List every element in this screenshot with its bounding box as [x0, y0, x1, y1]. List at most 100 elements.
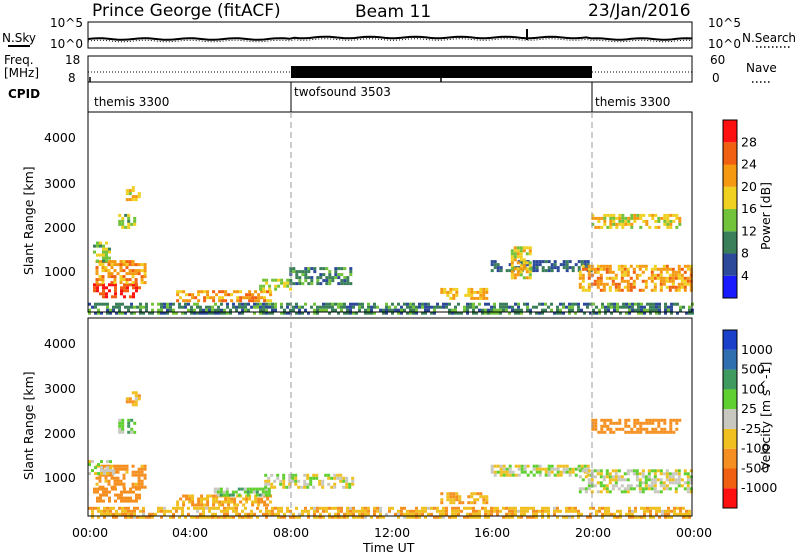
heatmap-cell — [668, 472, 672, 476]
heatmap-cell — [602, 267, 606, 271]
heatmap-cell — [631, 302, 634, 306]
heatmap-cell — [409, 308, 412, 312]
heatmap-cell — [236, 290, 240, 294]
heatmap-cell — [415, 311, 418, 315]
heatmap-cell — [370, 308, 373, 312]
heatmap-cell — [376, 305, 379, 309]
heatmap-cell — [328, 305, 331, 309]
heatmap-cell — [615, 421, 619, 425]
heatmap-cell — [279, 479, 283, 483]
heatmap-cell — [304, 506, 307, 510]
heatmap-cell — [620, 267, 624, 271]
heatmap-cell — [325, 305, 328, 309]
heatmap-cell — [439, 305, 442, 309]
heatmap-cell — [129, 496, 132, 500]
heatmap-cell — [553, 473, 557, 477]
heatmap-cell — [262, 512, 265, 516]
heatmap-cell — [403, 515, 406, 519]
heatmap-cell — [617, 282, 621, 286]
heatmap-cell — [636, 427, 640, 431]
heatmap-cell — [106, 466, 109, 470]
heatmap-cell — [430, 311, 433, 315]
heatmap-cell — [348, 485, 352, 489]
heatmap-cell — [334, 267, 338, 271]
heatmap-cell — [547, 464, 551, 468]
xtick-2: 08:00 — [273, 525, 309, 540]
heatmap-cell — [409, 512, 412, 516]
heatmap-cell — [467, 287, 471, 291]
heatmap-cell — [274, 302, 277, 306]
heatmap-cell — [415, 509, 418, 513]
heatmap-cell — [361, 305, 364, 309]
heatmap-cell — [421, 512, 424, 516]
heatmap-cell — [662, 481, 666, 485]
heatmap-cell — [295, 273, 299, 277]
velocity-colorbar-label: 25 — [741, 401, 757, 416]
heatmap-cell — [637, 515, 640, 519]
heatmap-cell — [517, 305, 520, 309]
heatmap-cell — [642, 219, 646, 223]
heatmap-cell — [172, 506, 175, 510]
heatmap-cell — [445, 305, 448, 309]
heatmap-cell — [625, 512, 628, 516]
heatmap-cell — [88, 302, 91, 306]
heatmap-cell — [184, 302, 187, 306]
heatmap-cell — [677, 484, 681, 488]
heatmap-cell — [418, 512, 421, 516]
heatmap-cell — [315, 473, 319, 477]
heatmap-cell — [143, 269, 147, 273]
heatmap-cell — [358, 302, 361, 306]
heatmap-cell — [129, 295, 132, 299]
heatmap-cell — [125, 400, 129, 404]
heatmap-cell — [446, 290, 450, 294]
x-axis-label: Time UT — [362, 540, 415, 554]
heatmap-cell — [101, 473, 105, 477]
heatmap-cell — [638, 273, 642, 277]
heatmap-cell — [662, 487, 666, 491]
velocity-colorbar-frame — [722, 329, 738, 509]
heatmap-cell — [131, 281, 135, 285]
heatmap-cell — [677, 475, 681, 479]
heatmap-cell — [606, 225, 610, 229]
heatmap-cell — [460, 509, 463, 513]
heatmap-cell — [581, 267, 585, 271]
heatmap-cell — [220, 311, 223, 315]
heatmap-cell — [580, 512, 583, 516]
heatmap-cell — [556, 464, 560, 468]
heatmap-cell — [660, 430, 664, 434]
heatmap-cell — [517, 509, 520, 513]
heatmap-cell — [638, 264, 642, 268]
heatmap-cell — [136, 515, 139, 519]
heatmap-cell — [583, 263, 587, 267]
heatmap-cell — [122, 263, 126, 267]
heatmap-cell — [562, 470, 566, 474]
heatmap-cell — [220, 509, 223, 513]
heatmap-cell — [525, 246, 529, 250]
heatmap-cell — [163, 509, 166, 513]
heatmap-cell — [145, 515, 148, 519]
heatmap-cell — [123, 295, 126, 299]
heatmap-cell — [528, 252, 532, 256]
heatmap-cell — [683, 472, 687, 476]
heatmap-cell — [263, 500, 267, 504]
heatmap-cell — [400, 512, 403, 516]
heatmap-cell — [611, 469, 615, 473]
nave-tick-bottom: 0 — [712, 71, 720, 85]
power-colorbar-swatch — [723, 120, 737, 143]
heatmap-cell — [318, 479, 322, 483]
heatmap-cell — [632, 472, 636, 476]
heatmap-cell — [230, 299, 234, 303]
heatmap-cell — [639, 225, 643, 229]
heatmap-cell — [544, 509, 547, 513]
heatmap-cell — [615, 216, 619, 220]
heatmap-cell — [304, 270, 308, 274]
heatmap-cell — [206, 497, 210, 501]
heatmap-cell — [330, 476, 334, 480]
heatmap-cell — [653, 288, 657, 292]
heatmap-cell — [94, 472, 97, 476]
heatmap-cell — [677, 264, 681, 268]
heatmap-cell — [137, 470, 141, 474]
heatmap-cell — [304, 273, 308, 277]
heatmap-cell — [679, 506, 682, 510]
